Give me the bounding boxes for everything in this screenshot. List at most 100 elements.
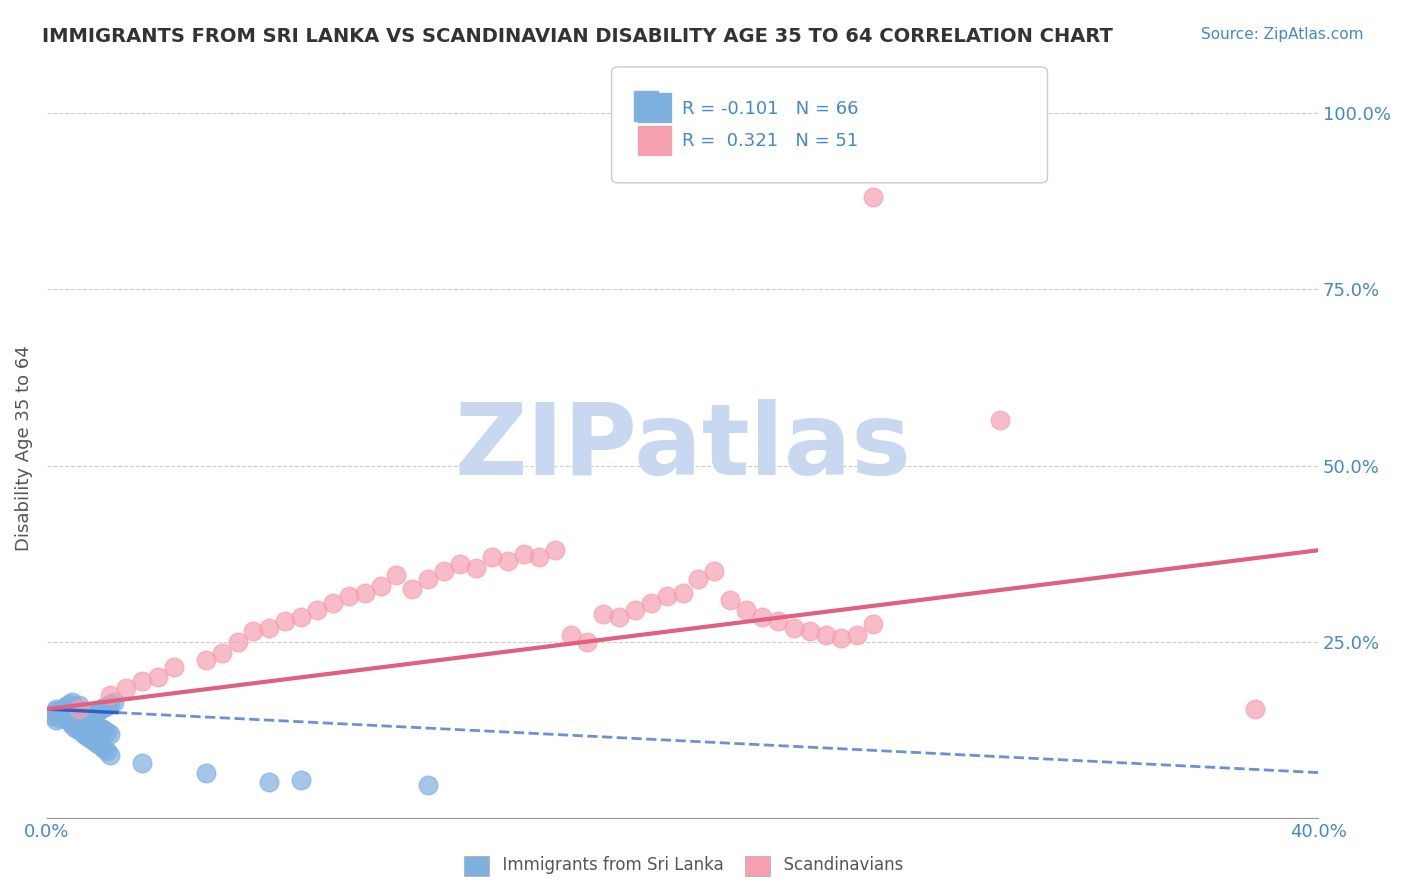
Point: [671, 585, 693, 599]
Point: [48, 710, 70, 724]
Point: [87, 704, 110, 718]
Point: [433, 565, 456, 579]
Point: [55, 711, 77, 725]
Point: [259, 621, 281, 635]
Point: [45, 713, 67, 727]
Point: [77, 714, 100, 728]
Point: [814, 628, 837, 642]
Point: [100, 747, 122, 762]
Point: [194, 653, 217, 667]
Text: R =  0.321   N = 51: R = 0.321 N = 51: [682, 132, 858, 150]
Point: [55, 706, 77, 721]
Point: [90, 702, 112, 716]
Point: [90, 721, 112, 735]
Point: [73, 709, 96, 723]
Point: [100, 727, 122, 741]
Point: [337, 589, 360, 603]
Point: [67, 706, 90, 720]
Point: [73, 711, 96, 725]
Point: [846, 628, 869, 642]
Point: [305, 603, 328, 617]
Point: [401, 582, 423, 596]
Point: [55, 698, 77, 713]
Point: [67, 702, 90, 716]
Point: [560, 628, 582, 642]
Point: [576, 635, 599, 649]
Point: [512, 547, 534, 561]
Point: [83, 706, 105, 721]
Point: [70, 709, 93, 723]
Point: [60, 718, 83, 732]
Point: [42, 709, 65, 723]
Point: [65, 700, 87, 714]
Point: [103, 695, 125, 709]
Point: [751, 610, 773, 624]
Point: [353, 585, 375, 599]
Point: [146, 670, 169, 684]
Point: [52, 706, 75, 720]
Point: [67, 698, 90, 712]
Point: [52, 702, 75, 716]
Text: Source: ZipAtlas.com: Source: ZipAtlas.com: [1201, 27, 1364, 42]
Point: [290, 772, 312, 787]
Point: [544, 543, 567, 558]
Point: [718, 592, 741, 607]
Point: [418, 778, 440, 792]
Point: [58, 714, 80, 728]
Point: [783, 621, 806, 635]
Point: [862, 190, 884, 204]
Point: [55, 706, 77, 721]
Point: [67, 723, 90, 738]
Point: [640, 596, 662, 610]
Point: [830, 632, 852, 646]
Point: [60, 695, 83, 709]
Point: [481, 550, 503, 565]
Point: [766, 614, 789, 628]
Point: [1243, 702, 1265, 716]
Point: [48, 706, 70, 721]
Point: [370, 578, 392, 592]
Point: [259, 774, 281, 789]
Point: [48, 706, 70, 721]
Point: [465, 561, 488, 575]
Point: [607, 610, 630, 624]
Point: [655, 589, 678, 603]
Y-axis label: Disability Age 35 to 64: Disability Age 35 to 64: [15, 345, 32, 551]
Point: [418, 572, 440, 586]
Point: [322, 596, 344, 610]
Point: [80, 714, 103, 728]
Point: [226, 635, 249, 649]
Point: [83, 735, 105, 749]
Point: [52, 709, 75, 723]
Point: [211, 646, 233, 660]
Point: [77, 731, 100, 745]
Point: [93, 723, 115, 738]
Point: [73, 728, 96, 742]
Point: [70, 725, 93, 739]
Point: [131, 673, 153, 688]
Point: [274, 614, 297, 628]
Point: [194, 765, 217, 780]
Point: [52, 708, 75, 723]
Point: [77, 711, 100, 725]
Point: [988, 413, 1011, 427]
Point: [385, 568, 408, 582]
Point: [115, 681, 138, 695]
Point: [862, 617, 884, 632]
Text: ZIPatlas: ZIPatlas: [454, 400, 911, 497]
Point: [48, 704, 70, 718]
Point: [60, 702, 83, 716]
Point: [58, 697, 80, 711]
Point: [87, 720, 110, 734]
Point: [45, 704, 67, 718]
Point: [65, 700, 87, 714]
Point: [703, 565, 725, 579]
Point: [90, 739, 112, 754]
Point: [529, 550, 551, 565]
Point: [93, 742, 115, 756]
Point: [131, 756, 153, 771]
Point: [45, 702, 67, 716]
Point: [96, 725, 118, 739]
Point: [100, 697, 122, 711]
Point: [624, 603, 647, 617]
